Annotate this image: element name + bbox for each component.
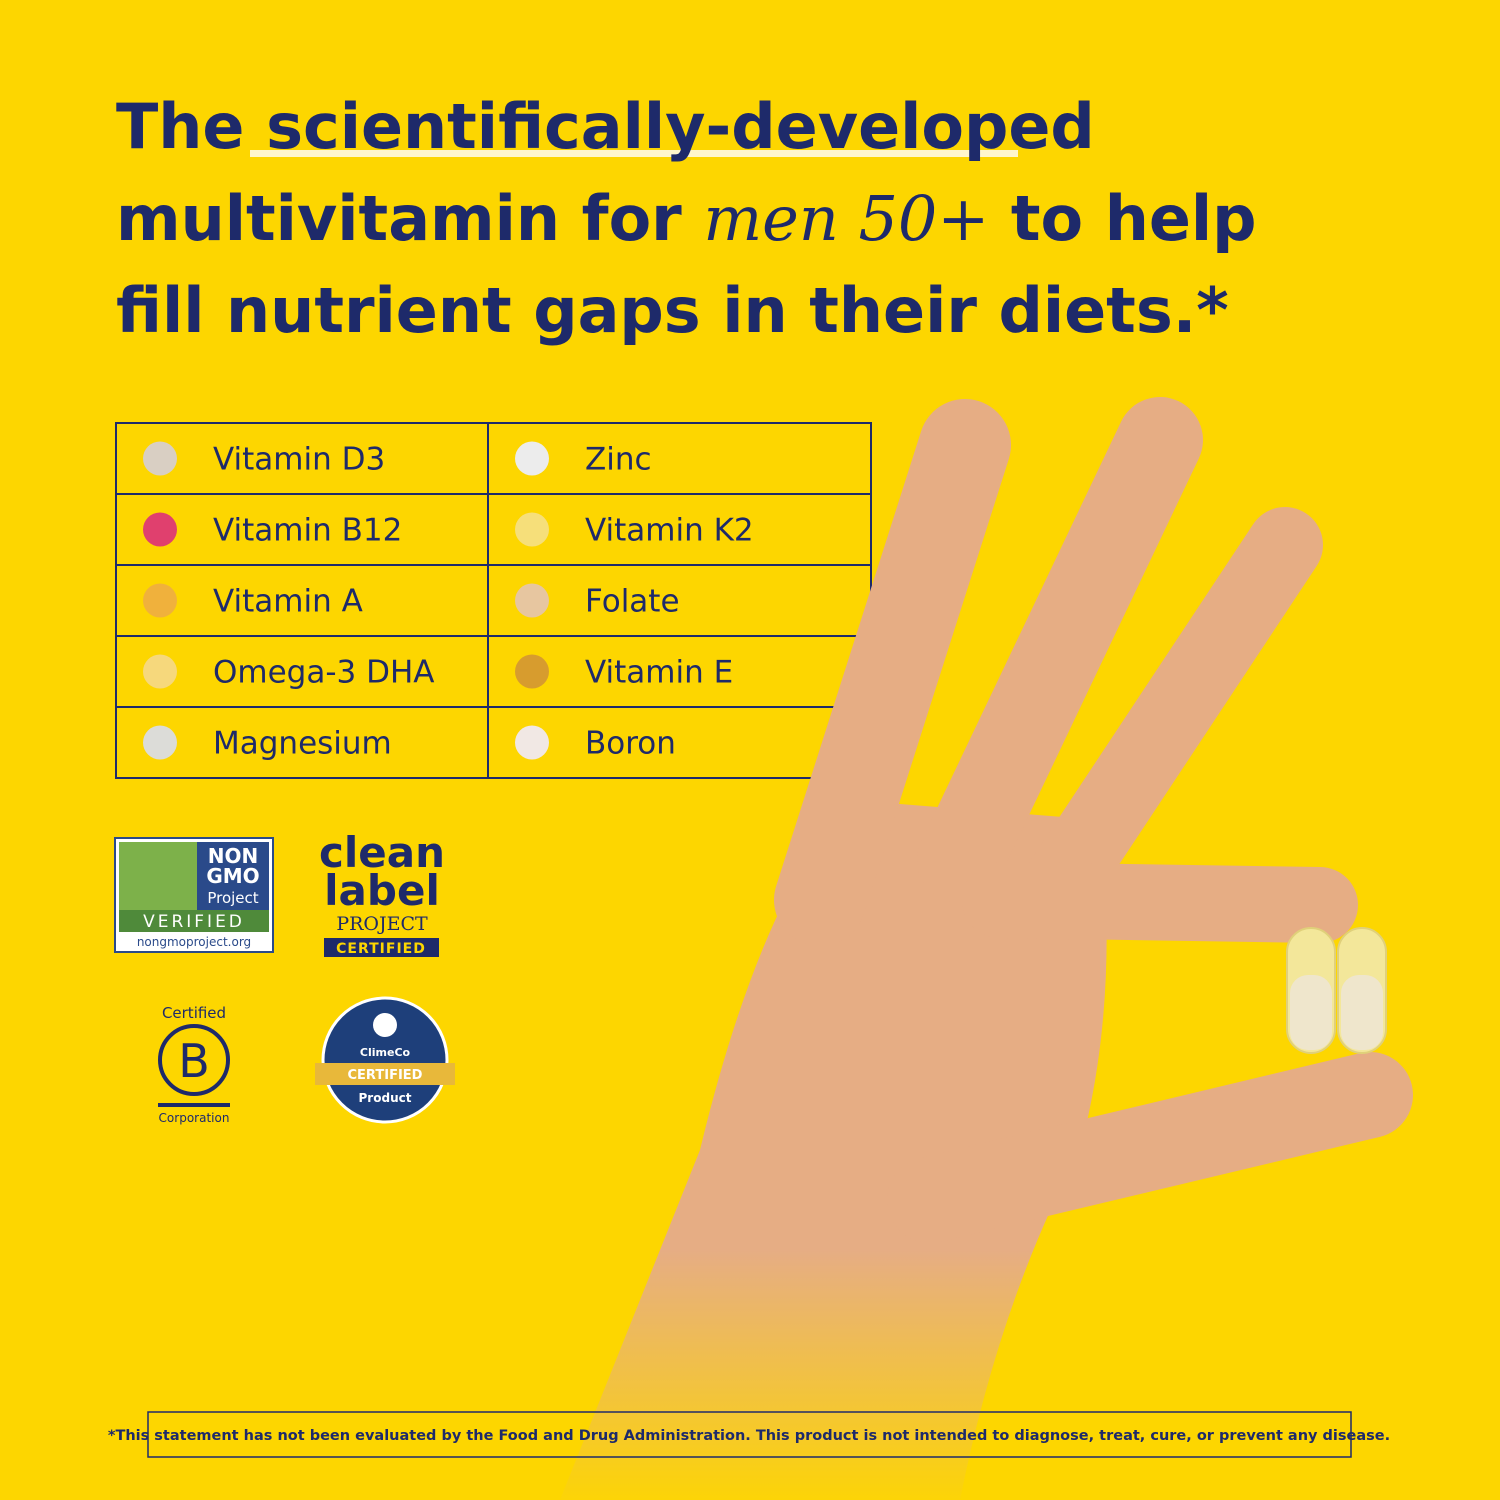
- nutrient-name: Vitamin E: [585, 655, 733, 691]
- nutrient-dot: [143, 583, 177, 618]
- nutrient-dot: [143, 654, 177, 689]
- non-gmo-badge: NON GMO Project VERIFIED nongmoproject.o…: [114, 837, 274, 953]
- nutrient-name: Magnesium: [213, 726, 392, 762]
- text: The: [116, 90, 244, 163]
- nutrient-dot: [515, 441, 549, 476]
- badge-text: Certified: [162, 1004, 226, 1022]
- nutrient-name: Vitamin D3: [213, 442, 385, 478]
- nutrient-name: Vitamin A: [213, 584, 363, 620]
- clean-label-badge: clean label PROJECT CERTIFIED: [319, 828, 445, 957]
- disclaimer: *This statement has not been evaluated b…: [108, 1428, 1390, 1444]
- headline-line1: The scientifically-developed: [116, 90, 1095, 163]
- badge-text: ClimeCo: [360, 1046, 411, 1059]
- text: multivitamin for: [116, 182, 682, 255]
- capsules: [1286, 927, 1387, 1054]
- nutrient-table: Vitamin D3 Zinc Vitamin B12 Vitamin K2 Vitam…: [115, 422, 872, 779]
- nutrient-dot: [515, 725, 549, 760]
- badge-text: nongmoproject.org: [137, 935, 251, 949]
- badge-text: B: [178, 1034, 210, 1088]
- nutrient-dot: [143, 441, 177, 476]
- badge-text: CERTIFIED: [348, 1068, 423, 1083]
- nutrient-name: Zinc: [585, 442, 652, 478]
- fade: [500, 1250, 1200, 1500]
- climeco-badge: ClimeCo CERTIFIED Product: [315, 996, 455, 1124]
- badge-text: GMO: [206, 864, 259, 888]
- nutrient-name: Vitamin B12: [213, 513, 402, 549]
- badge-text: label: [324, 866, 440, 915]
- highlight: scientifically-developed: [266, 90, 1095, 163]
- headline-line3: fill nutrient gaps in their diets.*: [116, 274, 1229, 347]
- badge-text: CERTIFIED: [336, 941, 426, 957]
- headline-line2: multivitamin for men 50+ to help: [116, 182, 1257, 255]
- nutrient-name: Omega-3 DHA: [213, 655, 435, 691]
- emphasis: men 50+: [703, 182, 989, 255]
- nutrient-dot: [515, 512, 549, 547]
- badge-text: clean: [319, 828, 445, 877]
- disclaimer-box: [147, 1411, 1352, 1458]
- underline: [250, 150, 1018, 157]
- badge-text: NON: [208, 844, 258, 868]
- b-corp-badge: Certified B Corporation: [158, 1004, 230, 1125]
- badge-text: PROJECT: [336, 913, 428, 935]
- text: to help: [1011, 182, 1257, 255]
- nutrient-dot: [515, 583, 549, 618]
- badge-text: VERIFIED: [143, 912, 245, 932]
- badge-text: Corporation: [159, 1111, 230, 1125]
- nutrient-dot: [143, 512, 177, 547]
- nutrient-dot: [143, 725, 177, 760]
- nutrient-name: Vitamin K2: [585, 513, 754, 549]
- badge-text: Product: [359, 1091, 412, 1105]
- nutrient-name: Boron: [585, 726, 676, 762]
- nutrient-dot: [515, 654, 549, 689]
- badge-text: Project: [207, 889, 258, 907]
- nutrient-name: Folate: [585, 584, 680, 620]
